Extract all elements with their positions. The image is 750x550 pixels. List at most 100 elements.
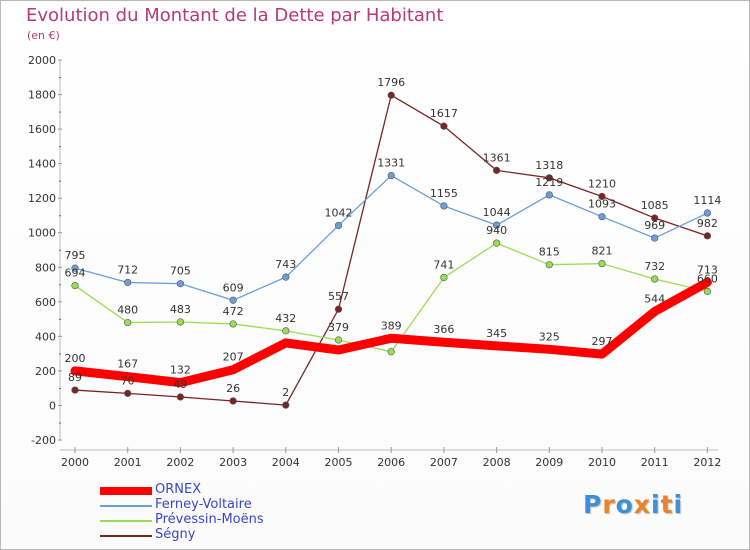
data-point-ferney-voltaire	[598, 213, 606, 221]
data-point-segny	[703, 232, 712, 240]
data-label-ferney-voltaire: 705	[170, 265, 191, 278]
y-tick-label: 400	[35, 330, 56, 343]
data-label-prevessin-moens: 741	[433, 258, 454, 271]
data-label-ferney-voltaire: 969	[644, 219, 665, 232]
y-tick-label: 0	[49, 399, 56, 412]
data-point-prevessin-moens	[703, 287, 712, 296]
data-label-segny: 1318	[535, 159, 563, 172]
data-label-ferney-voltaire: 743	[275, 258, 296, 271]
data-label-segny: 1617	[430, 107, 458, 120]
series-line-ferney-voltaire	[74, 174, 709, 301]
data-label-prevessin-moens: 472	[223, 305, 244, 318]
legend-swatch-ornex	[100, 487, 152, 495]
data-label-segny: 49	[173, 378, 187, 391]
legend-label-prevessin-moens: Prévessin-Moëns	[155, 512, 264, 527]
data-point-segny	[334, 305, 343, 313]
data-label-prevessin-moens: 660	[697, 272, 718, 285]
data-point-ferney-voltaire	[493, 221, 501, 229]
data-point-segny	[176, 393, 184, 401]
logo-letter: r	[602, 490, 616, 519]
legend-label-ornex: ORNEX	[155, 482, 202, 497]
data-point-ferney-voltaire	[71, 264, 79, 272]
legend-swatch-ferney-voltaire	[100, 505, 152, 507]
legend-item-segny: Ségny	[100, 527, 340, 543]
data-point-prevessin-moens	[440, 273, 448, 282]
chart-unit-label: (en €)	[27, 29, 60, 42]
logo-letter: o	[615, 490, 634, 519]
data-label-ornex: 297	[592, 335, 613, 348]
x-tick-label: 2002	[166, 456, 194, 469]
x-tick-label: 2000	[61, 456, 89, 469]
data-label-segny: 70	[121, 374, 135, 387]
data-label-prevessin-moens: 694	[65, 267, 86, 280]
data-label-prevessin-moens: 483	[170, 303, 191, 316]
data-label-prevessin-moens: 379	[328, 321, 349, 334]
x-tick-label: 2001	[114, 456, 142, 469]
x-tick-label: 2003	[219, 456, 247, 469]
series-line-segny	[74, 94, 709, 406]
series-line-ornex	[70, 277, 712, 388]
data-point-prevessin-moens	[334, 336, 343, 344]
data-point-segny	[545, 174, 553, 182]
legend-item-ferney-voltaire: Ferney-Voltaire	[100, 497, 340, 513]
data-point-ferney-voltaire	[651, 234, 659, 242]
data-point-ferney-voltaire	[440, 202, 448, 210]
data-point-prevessin-moens	[229, 320, 237, 328]
data-label-ferney-voltaire: 1114	[693, 194, 721, 207]
data-label-ferney-voltaire: 1042	[325, 206, 353, 219]
data-label-prevessin-moens: 732	[644, 260, 665, 273]
legend-item-ornex: ORNEX	[100, 482, 340, 498]
data-label-prevessin-moens: 432	[275, 312, 296, 325]
data-label-segny: 26	[226, 382, 240, 395]
data-point-ferney-voltaire	[703, 209, 712, 217]
data-label-prevessin-moens: 815	[539, 246, 560, 259]
data-point-ferney-voltaire	[545, 191, 553, 199]
x-tick-label: 2008	[483, 456, 511, 469]
data-label-ornex: 345	[486, 327, 507, 340]
y-tick-label: 1800	[28, 89, 56, 102]
y-tick-label: 1200	[28, 192, 56, 205]
y-tick-label: 1400	[28, 158, 56, 171]
data-label-prevessin-moens: 480	[117, 304, 138, 317]
data-point-ferney-voltaire	[176, 280, 184, 288]
data-label-segny: 1085	[641, 199, 669, 212]
y-tick-label: -200	[31, 434, 56, 447]
data-label-segny: 1796	[377, 76, 405, 89]
data-point-ferney-voltaire	[124, 278, 132, 287]
data-point-ferney-voltaire	[387, 171, 395, 180]
data-point-ferney-voltaire	[229, 296, 237, 304]
data-label-ferney-voltaire: 795	[65, 249, 86, 262]
data-label-ornex: 167	[117, 358, 138, 371]
logo-letter: x	[633, 490, 651, 519]
legend-label-segny: Ségny	[155, 527, 196, 542]
y-tick-label: 800	[35, 261, 56, 274]
x-tick-label: 2005	[325, 456, 353, 469]
data-point-prevessin-moens	[493, 239, 501, 247]
y-tick-label: 200	[35, 365, 56, 378]
data-label-ornex: 366	[433, 323, 454, 336]
data-point-segny	[229, 397, 237, 405]
data-point-segny	[124, 389, 132, 397]
data-point-prevessin-moens	[176, 318, 184, 326]
data-point-prevessin-moens	[282, 327, 290, 335]
y-tick-label: 1000	[28, 227, 56, 240]
x-tick-label: 2011	[641, 456, 669, 469]
data-label-prevessin-moens: 821	[592, 245, 613, 258]
logo-letter: i	[673, 490, 684, 519]
data-point-prevessin-moens	[71, 281, 79, 290]
data-label-segny: 89	[68, 371, 82, 384]
x-tick-label: 2004	[272, 456, 300, 469]
x-tick-label: 2006	[377, 456, 405, 469]
data-label-ornex: 389	[381, 319, 402, 332]
data-label-segny: 1210	[588, 177, 616, 190]
data-label-prevessin-moens: 940	[486, 224, 507, 237]
legend-swatch-segny	[100, 535, 152, 537]
data-label-ornex: 132	[170, 364, 191, 377]
data-point-segny	[493, 166, 501, 174]
data-point-segny	[71, 386, 79, 394]
data-label-ornex: 544	[644, 292, 665, 305]
data-label-segny: 982	[697, 217, 718, 230]
data-label-ferney-voltaire: 1219	[535, 176, 563, 189]
